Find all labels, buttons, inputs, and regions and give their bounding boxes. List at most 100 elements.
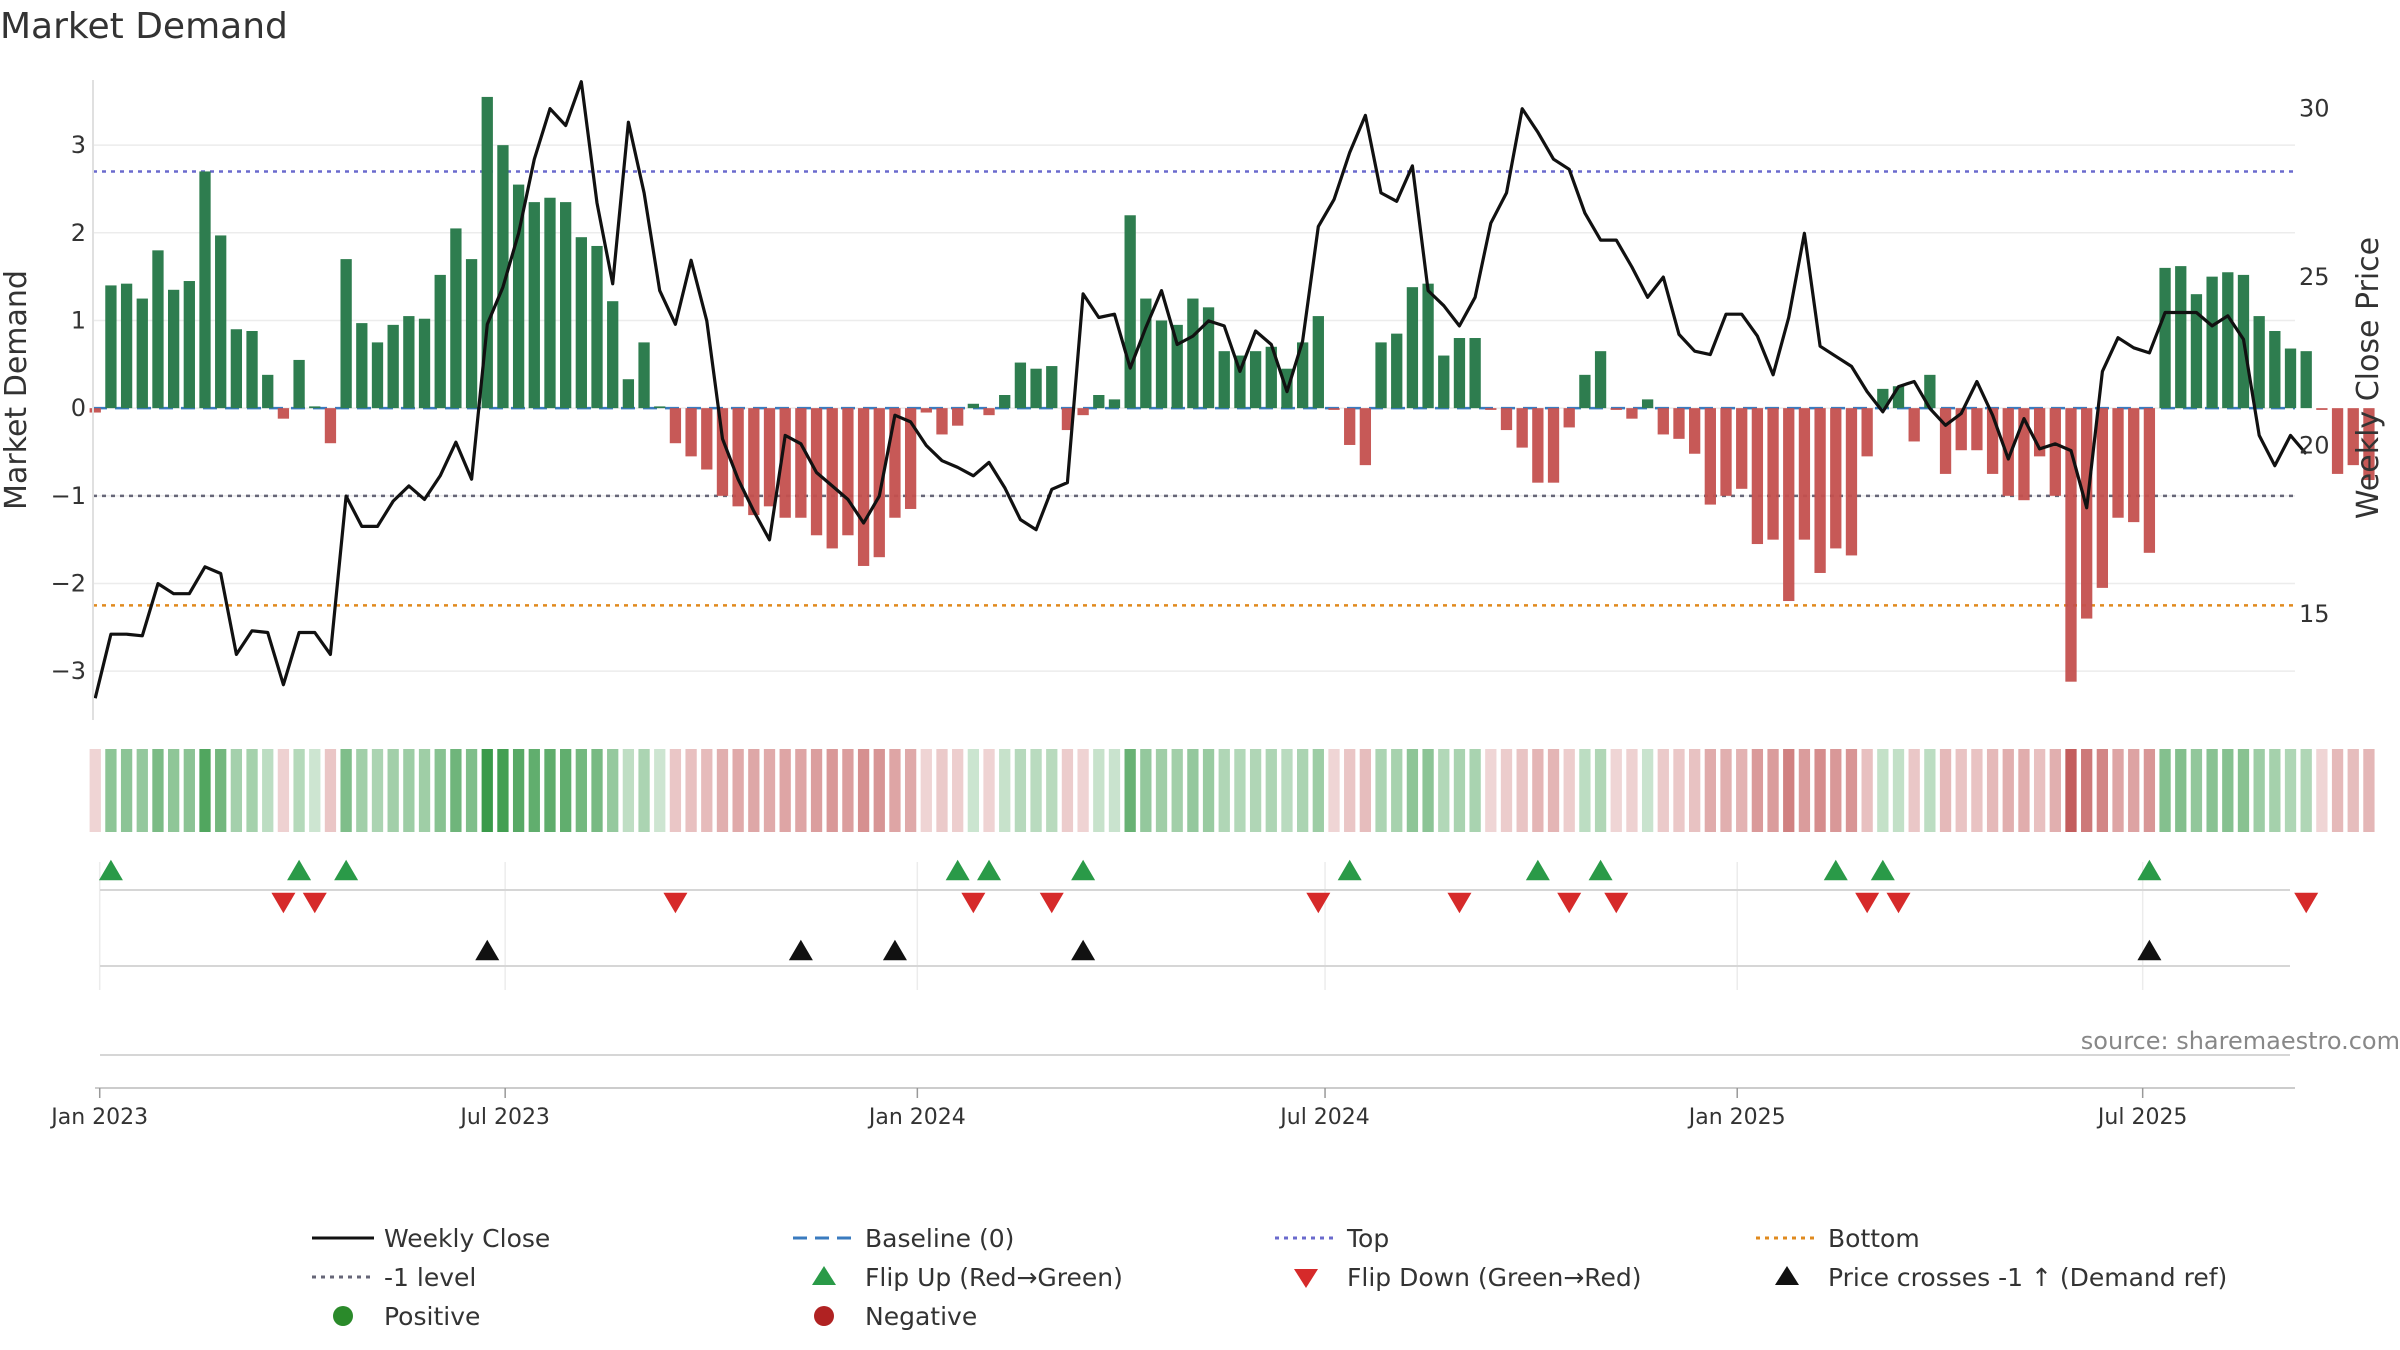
- heat-cell: [716, 749, 729, 832]
- demand-bar: [2269, 331, 2281, 409]
- flip-down-marker: [961, 892, 986, 914]
- demand-bar: [1751, 408, 1764, 545]
- demand-bar: [434, 274, 446, 409]
- heat-cell: [1657, 749, 1669, 832]
- legend-label: Top: [1346, 1224, 1389, 1253]
- flip-down-marker: [2294, 892, 2319, 914]
- flip-up-marker: [1823, 859, 1848, 881]
- demand-bar: [481, 96, 493, 409]
- demand-bar: [795, 408, 807, 518]
- heat-cell: [262, 749, 274, 832]
- demand-bar: [967, 403, 979, 409]
- demand-bar: [1061, 408, 1074, 431]
- demand-bar: [1798, 408, 1811, 540]
- price-cross-marker: [475, 939, 500, 961]
- flip-up-marker: [1588, 859, 1613, 881]
- demand-bar: [2065, 408, 2077, 682]
- demand-bar: [403, 316, 415, 409]
- heat-cell: [999, 749, 1011, 832]
- demand-bar: [528, 202, 540, 409]
- heat-cell: [528, 749, 540, 832]
- demand-bar: [685, 408, 697, 457]
- heat-cell: [983, 749, 995, 832]
- flip-down-marker: [271, 892, 296, 914]
- heat-cell: [324, 749, 337, 832]
- flip-down-marker: [1557, 892, 1582, 914]
- demand-bar: [1516, 408, 1528, 448]
- demand-bar: [1108, 399, 1121, 409]
- legend-item: Flip Up (Red→Green): [812, 1263, 1123, 1292]
- heat-cell: [1077, 749, 1089, 832]
- demand-bar: [1955, 408, 1967, 451]
- heat-cell: [418, 749, 431, 832]
- heat-cell: [1014, 749, 1027, 832]
- heat-cell: [732, 749, 744, 832]
- y-tick-left-label: 3: [71, 131, 86, 159]
- flip-up-marker: [287, 859, 312, 881]
- heat-cell: [1265, 749, 1277, 832]
- heat-cell: [2222, 749, 2234, 832]
- demand-bar: [701, 408, 713, 470]
- heat-cell: [199, 749, 211, 832]
- heat-cell: [1861, 749, 1873, 832]
- demand-bar: [544, 197, 556, 409]
- y-tick-right-label: 20: [2299, 432, 2330, 460]
- demand-bar: [89, 408, 101, 413]
- heat-cell: [701, 749, 713, 832]
- legend-label: Flip Up (Red→Green): [865, 1263, 1123, 1292]
- demand-bar: [1124, 215, 1136, 409]
- heat-cell: [1438, 749, 1450, 832]
- demand-bar: [1296, 342, 1309, 409]
- demand-bar: [857, 408, 870, 566]
- legend-swatch: [1294, 1269, 1318, 1288]
- signal-markers: [98, 859, 2319, 961]
- heat-cell: [356, 749, 368, 832]
- heat-cell: [481, 749, 493, 832]
- heat-cell: [1751, 749, 1764, 832]
- heat-cell: [936, 749, 948, 832]
- heat-cell: [1579, 749, 1591, 832]
- heat-cell: [1312, 749, 1324, 832]
- y-tick-right-label: 30: [2299, 95, 2330, 123]
- demand-bar: [999, 395, 1011, 409]
- heat-cell: [1892, 749, 1905, 832]
- price-cross-marker: [788, 939, 813, 961]
- heat-cell: [1061, 749, 1074, 832]
- demand-bar: [983, 408, 995, 416]
- demand-bar: [716, 408, 729, 496]
- heat-cell: [1359, 749, 1372, 832]
- y-tick-left-label: −1: [51, 482, 86, 510]
- heat-cell: [952, 749, 964, 832]
- demand-bar: [340, 259, 352, 409]
- heat-cell: [1218, 749, 1230, 832]
- heat-cell: [1986, 749, 1999, 832]
- demand-bar: [889, 408, 901, 518]
- heat-cell: [575, 749, 587, 832]
- demand-bar: [654, 406, 666, 409]
- x-tick-label: Jan 2025: [1687, 1105, 1786, 1130]
- heat-cell: [2316, 749, 2328, 832]
- demand-bar: [1532, 408, 1544, 483]
- demand-bar: [120, 283, 133, 409]
- demand-bar: [356, 323, 368, 409]
- demand-bar: [2096, 408, 2108, 588]
- heat-cell: [1469, 749, 1481, 832]
- demand-bar: [2002, 408, 2014, 496]
- heat-cell: [136, 749, 148, 832]
- y-tick-left-label: −2: [51, 569, 86, 597]
- heat-cell: [2269, 749, 2281, 832]
- weekly-close-line: [93, 80, 2308, 699]
- demand-bar: [560, 202, 572, 409]
- demand-bar: [1202, 307, 1215, 409]
- heat-cell: [1391, 749, 1403, 832]
- chart-title: Market Demand: [0, 6, 288, 47]
- legend-label: Weekly Close: [384, 1224, 550, 1253]
- demand-heat-strip: [89, 749, 2375, 832]
- heat-cell: [2065, 749, 2077, 832]
- heat-cell: [748, 749, 760, 832]
- heat-cell: [1328, 749, 1340, 832]
- demand-bar: [575, 237, 587, 409]
- demand-bar: [732, 408, 744, 507]
- heat-cell: [1375, 749, 1387, 832]
- demand-bar: [1375, 342, 1387, 409]
